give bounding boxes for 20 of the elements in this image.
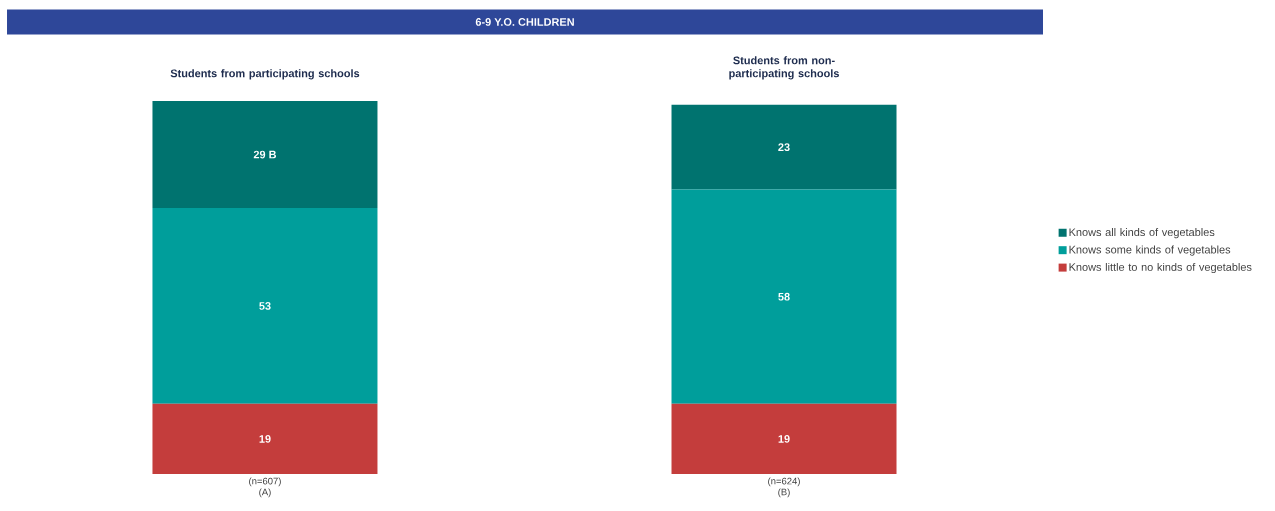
data-label: 23 xyxy=(778,143,790,152)
data-label: 29 B xyxy=(253,150,277,159)
data-label: 58 xyxy=(778,292,790,301)
bar xyxy=(671,403,897,474)
text: Students from non-participating schools xyxy=(729,56,839,80)
legend-label: Knows some kinds of vegetables xyxy=(1069,245,1231,256)
bar xyxy=(152,208,378,404)
x-tick-label: (n=607) (A) xyxy=(249,477,281,498)
text: Students from participating schools xyxy=(170,69,360,80)
legend-label: Knows little to no kinds of vegetables xyxy=(1069,262,1252,274)
x-tick-label: (n=624) (B) xyxy=(768,477,800,498)
bar xyxy=(671,189,897,404)
data-label: 19 xyxy=(259,435,271,443)
chart-title: 6-9 Y.O. CHILDREN xyxy=(475,18,574,26)
data-label: 53 xyxy=(259,302,271,310)
legend-label: Knows all kinds of vegetables xyxy=(1069,228,1215,239)
bar xyxy=(152,100,378,209)
bar xyxy=(671,104,897,190)
bar xyxy=(152,403,378,474)
data-label: 19 xyxy=(778,435,790,443)
